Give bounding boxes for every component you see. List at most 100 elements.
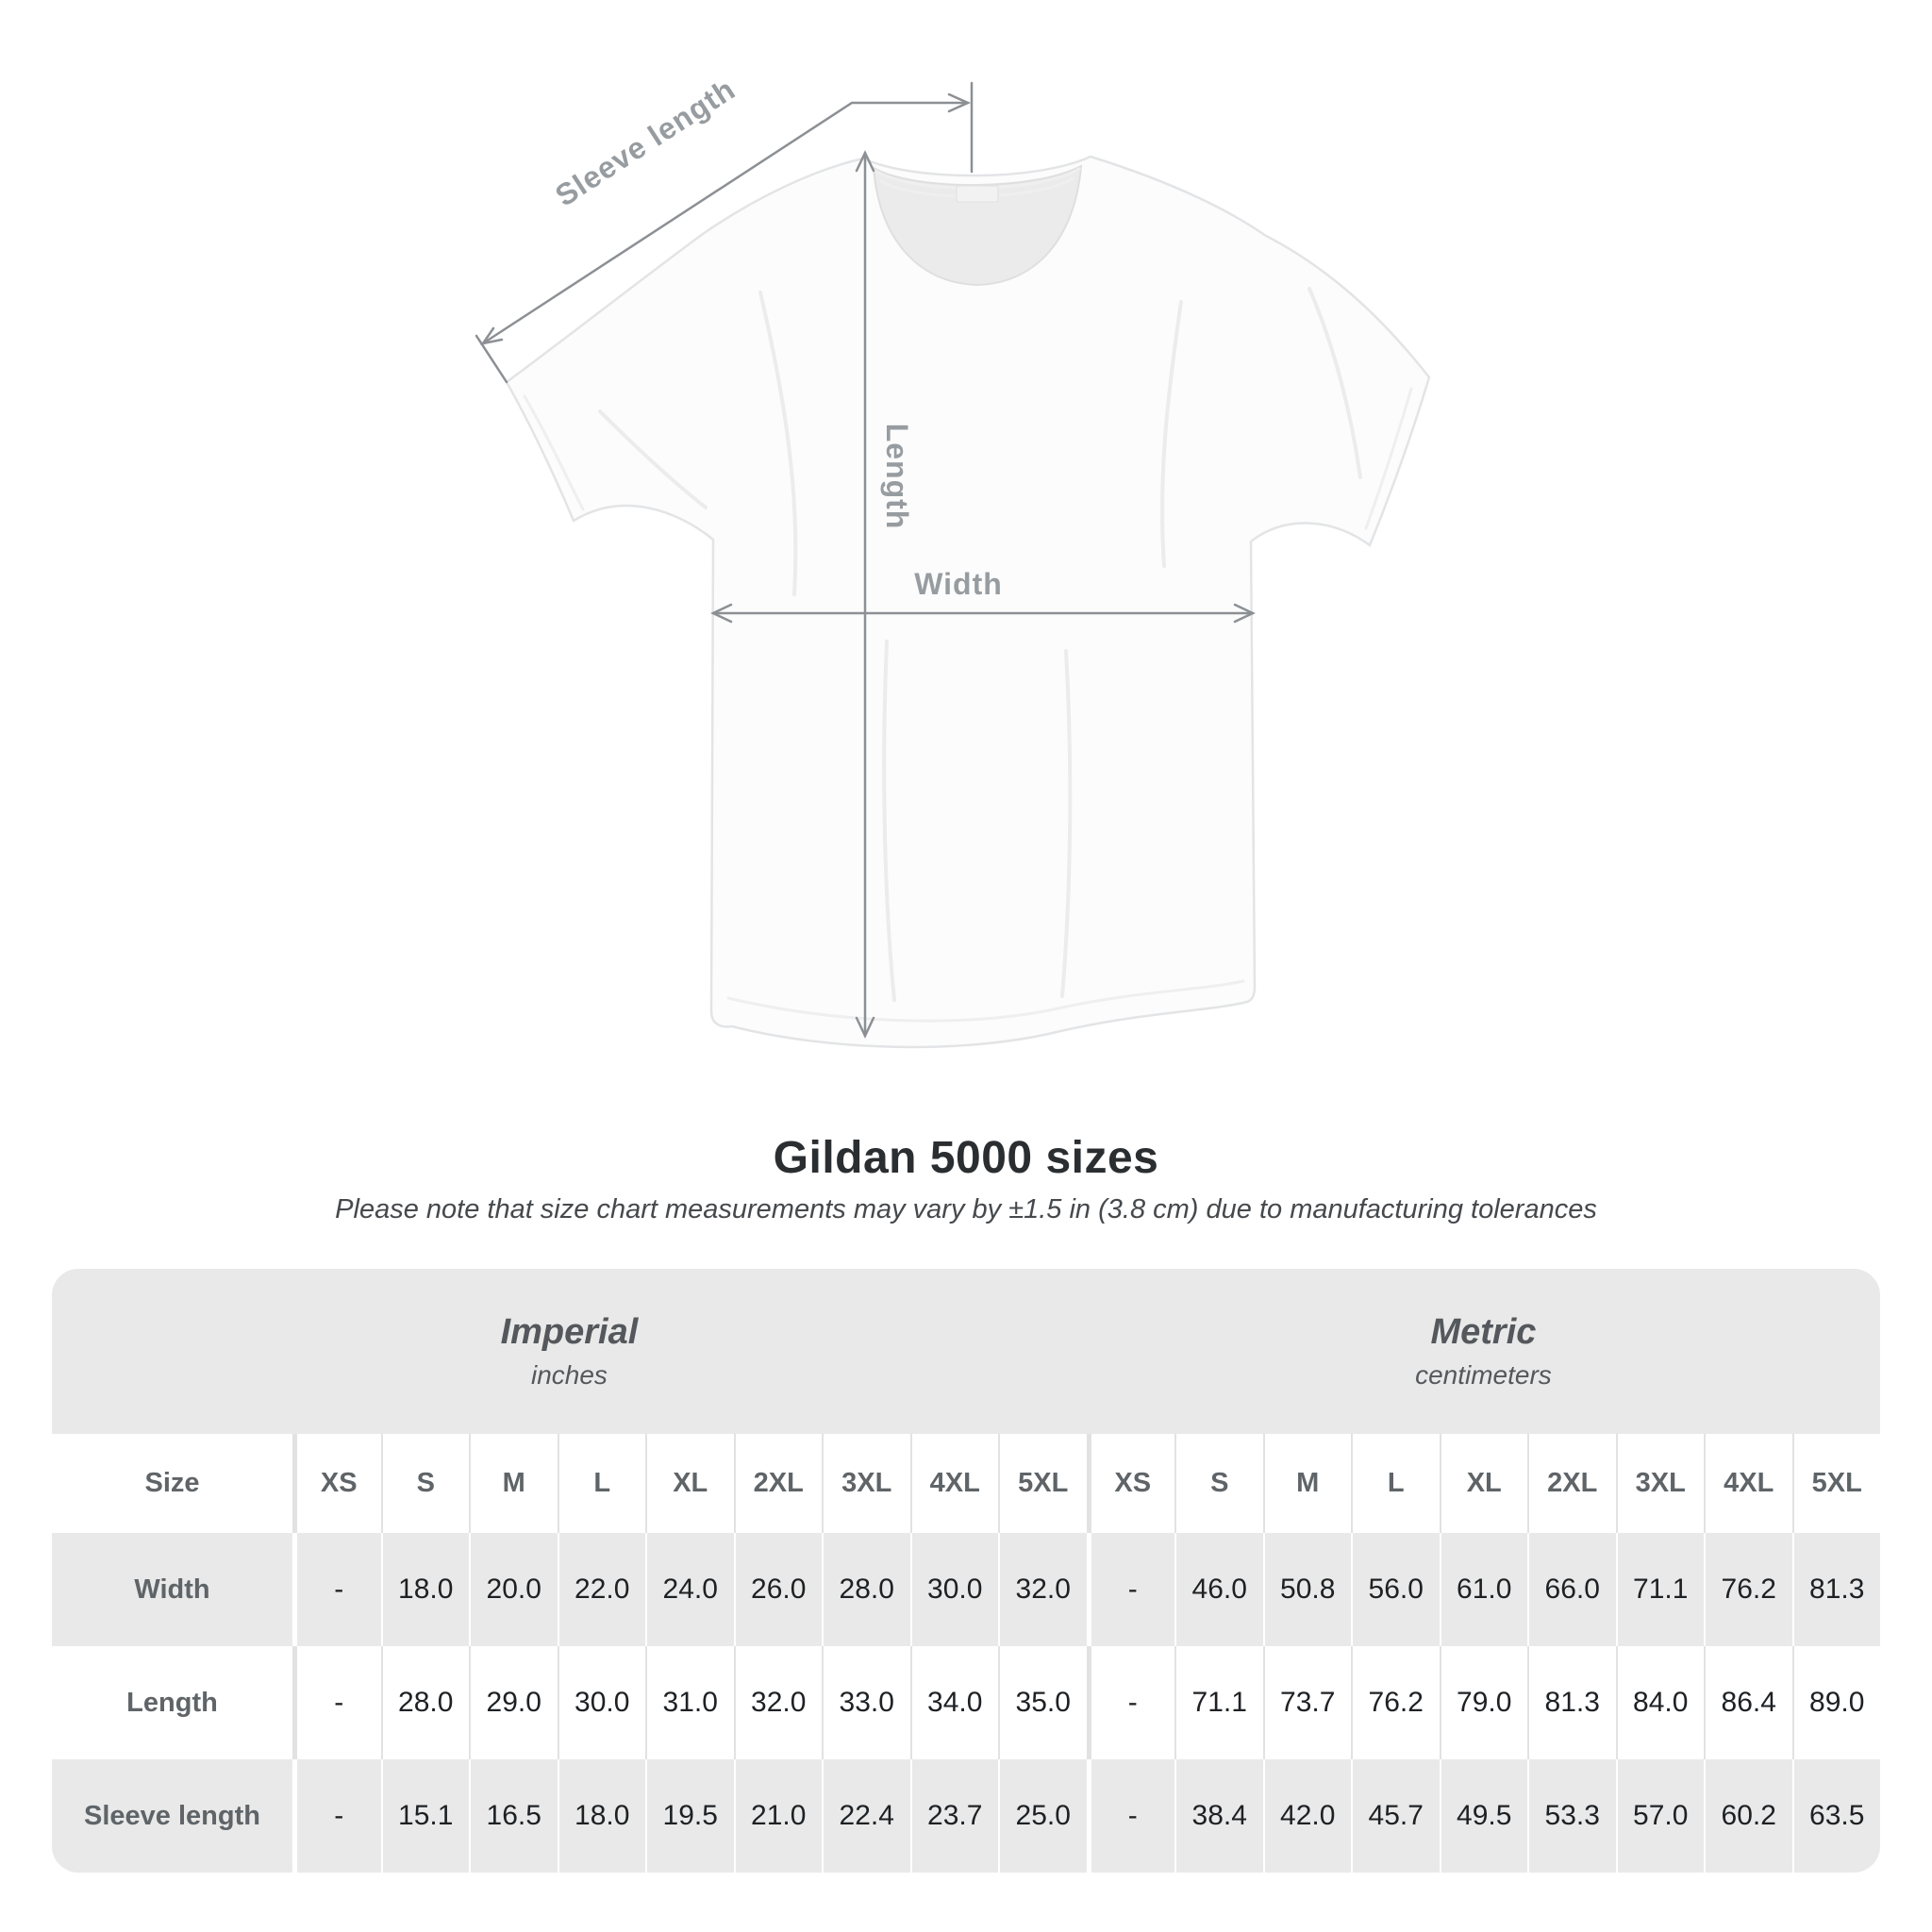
value-cell: 21.0 [733,1759,823,1873]
size-column-header: 4XL [909,1434,999,1533]
value-cell: 28.0 [822,1533,910,1646]
unit-group-name: Metric [1430,1312,1537,1352]
unit-group-unit: inches [530,1360,608,1390]
unit-group-name: Imperial [500,1312,639,1352]
row-label: Width [134,1574,210,1605]
value-cell: 32.0 [733,1646,823,1759]
value-cell: 31.0 [645,1646,734,1759]
size-header-row: Size XS S M L XL 2XL 3XL 4XL 5XL XS S M L XL 2XL 3XL 4XL 5… [52,1434,1880,1533]
measurement-row: Sleeve length -15.1 16.5 18.0 19.5 21.0 22.4 23… [52,1759,1880,1873]
value-cell: 76.2 [1351,1646,1440,1759]
value-cell: 71.1 [1174,1646,1263,1759]
size-column-header: M [469,1434,558,1533]
size-column-header: 5XL [998,1434,1087,1533]
size-column-header: S [1174,1434,1263,1533]
dimension-lines [475,81,1256,1039]
tshirt-body [505,155,1431,1049]
value-cell: 76.2 [1704,1533,1792,1646]
value-cell: 29.0 [469,1646,558,1759]
width-arrowhead-left [710,603,733,624]
size-column-header: XS [1086,1434,1175,1533]
size-column-header: XL [645,1434,734,1533]
tshirt-size-diagram: Sleeve length Length Width [475,72,1431,1049]
value-cell: - [292,1533,381,1646]
tolerance-note: Please note that size chart measurements… [335,1194,1597,1224]
value-cell: 22.0 [557,1533,646,1646]
value-cell: 19.5 [645,1759,734,1873]
length-arrowhead-bottom [855,1016,875,1039]
value-cell: 23.7 [909,1759,999,1873]
value-cell: 53.3 [1527,1759,1616,1873]
bottom-hem-stitch [726,979,1245,1023]
sleeve-length-label: Sleeve length [549,72,741,213]
value-cell: 33.0 [822,1646,910,1759]
value-cell: 79.0 [1439,1646,1528,1759]
value-cell: 35.0 [998,1646,1087,1759]
value-cell: - [292,1759,381,1873]
value-cell: 16.5 [469,1759,558,1873]
collar-opening [872,164,1083,287]
value-cell: 81.3 [1791,1533,1881,1646]
size-column-header: L [557,1434,646,1533]
value-cell: 25.0 [998,1759,1087,1873]
neck-tag [956,185,999,203]
value-cell: 86.4 [1704,1646,1792,1759]
value-cell: 30.0 [909,1533,999,1646]
value-cell: 63.5 [1791,1759,1881,1873]
value-cell: 42.0 [1262,1759,1352,1873]
value-cell: 15.1 [380,1759,470,1873]
value-cell: 20.0 [469,1533,558,1646]
unit-header-row: Imperial inches Metric centimeters [52,1269,1880,1434]
tshirt-illustration [505,155,1431,1049]
value-cell: 18.0 [380,1533,470,1646]
value-cell: 81.3 [1527,1646,1616,1759]
length-arrowhead-top [855,150,875,173]
size-column-header: 4XL [1704,1434,1792,1533]
page-title: Gildan 5000 sizes [773,1133,1159,1183]
value-cell: 56.0 [1351,1533,1440,1646]
value-cell: 66.0 [1527,1533,1616,1646]
sleeve-arrowhead-left [480,326,504,345]
length-label: Length [880,424,914,530]
size-column-header: 5XL [1791,1434,1881,1533]
value-cell: 49.5 [1439,1759,1528,1873]
size-table: Imperial inches Metric centimeters Size X… [52,1269,1880,1873]
sleeve-dimension-line [481,101,970,345]
size-column-header: XS [292,1434,381,1533]
row-label: Sleeve length [84,1800,260,1831]
value-cell: 26.0 [733,1533,823,1646]
value-cell: - [1086,1759,1175,1873]
value-cell: - [1086,1533,1175,1646]
sleeve-extension-line [475,334,508,384]
measurement-row: Length -28.0 29.0 30.0 31.0 32.0 33.0 34.0 35.0-… [52,1646,1880,1759]
value-cell: 61.0 [1439,1533,1528,1646]
value-cell: 45.7 [1351,1759,1440,1873]
unit-group-unit: centimeters [1415,1360,1552,1390]
size-column-header: 2XL [733,1434,823,1533]
size-header-label: Size [144,1468,200,1498]
value-cell: 73.7 [1262,1646,1352,1759]
unit-group-imperial: Imperial inches [52,1269,1087,1434]
value-cell: 71.1 [1615,1533,1705,1646]
value-cell: 24.0 [645,1533,734,1646]
value-cell: 60.2 [1704,1759,1792,1873]
wrinkle [1060,649,1073,998]
width-arrowhead-right [1233,603,1256,624]
value-cell: 57.0 [1615,1759,1705,1873]
value-cell: 22.4 [822,1759,910,1873]
sleeve-arrowhead-right [947,92,972,113]
value-cell: 32.0 [998,1533,1087,1646]
wrinkle [882,640,896,1002]
size-column-header: 2XL [1527,1434,1616,1533]
size-column-header: S [380,1434,470,1533]
wrinkle [598,409,708,509]
wrinkle [758,291,798,596]
size-column-header: 3XL [1615,1434,1705,1533]
value-cell: 30.0 [557,1646,646,1759]
size-column-header: 3XL [822,1434,910,1533]
measurement-row: Width -18.0 20.0 22.0 24.0 26.0 28.0 30.0 32.0-4… [52,1533,1880,1646]
value-cell: 84.0 [1615,1646,1705,1759]
value-cell: - [1086,1646,1175,1759]
value-cell: 89.0 [1791,1646,1881,1759]
